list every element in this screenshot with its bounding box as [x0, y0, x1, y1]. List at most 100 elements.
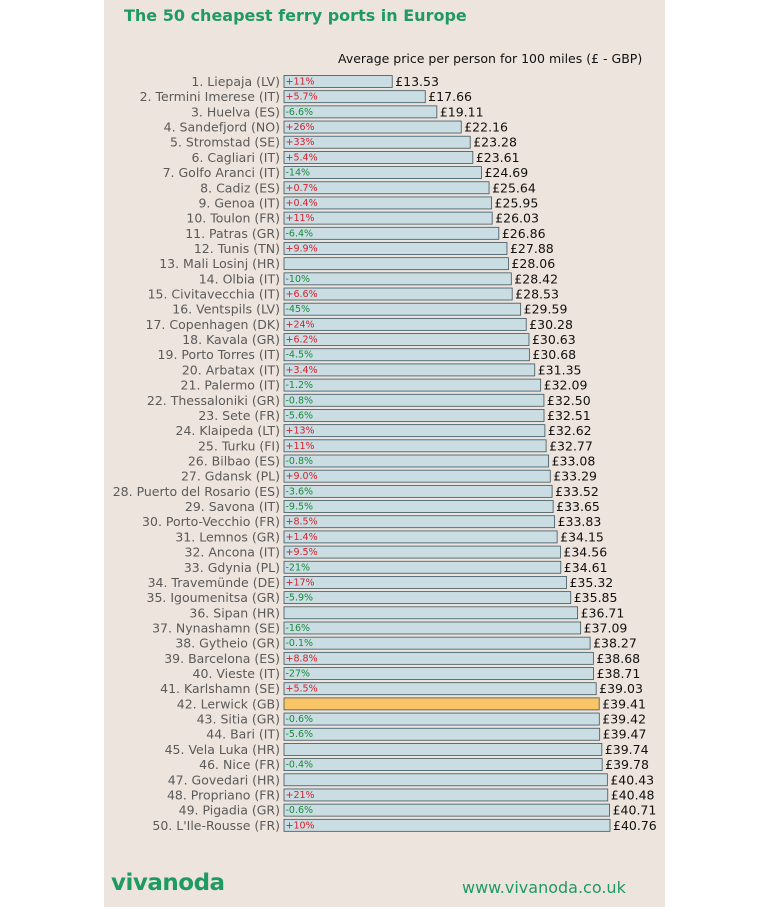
- bar-49: [283, 803, 611, 817]
- value-label-4: £22.16: [464, 120, 508, 135]
- category-label-29: 29. Savona (IT): [185, 499, 280, 514]
- value-label-23: £32.51: [547, 408, 591, 423]
- change-label-12: +9.9%: [286, 243, 318, 254]
- value-label-29: £33.65: [556, 499, 600, 514]
- category-label-43: 43. Sitia (GR): [197, 712, 280, 727]
- category-label-17: 17. Copenhagen (DK): [146, 317, 280, 332]
- change-label-39: +8.8%: [286, 653, 318, 664]
- bar-6: [283, 150, 474, 164]
- category-label-41: 41. Karlshamn (SE): [160, 681, 280, 696]
- bar-5: [283, 135, 471, 149]
- value-label-40: £38.71: [597, 666, 641, 681]
- category-label-37: 37. Nynashamn (SE): [152, 620, 280, 635]
- change-label-27: +9.0%: [286, 471, 318, 482]
- bar-24: [283, 424, 546, 438]
- website-url[interactable]: www.vivanoda.co.uk: [462, 878, 626, 897]
- value-label-11: £26.86: [502, 226, 546, 241]
- category-label-47: 47. Govedari (HR): [168, 772, 280, 787]
- change-label-26: -0.8%: [286, 456, 314, 467]
- value-label-8: £25.64: [492, 180, 536, 195]
- bar-41: [283, 682, 597, 696]
- value-label-18: £30.63: [532, 332, 576, 347]
- value-label-50: £40.76: [613, 818, 657, 833]
- value-label-48: £40.48: [611, 787, 655, 802]
- change-label-11: -6.4%: [286, 228, 314, 239]
- change-label-49: -0.6%: [286, 805, 314, 816]
- bar-21: [283, 378, 542, 392]
- category-label-13: 13. Mali Losinj (HR): [159, 256, 280, 271]
- bar-40: [283, 667, 595, 680]
- value-label-5: £23.28: [473, 135, 517, 150]
- category-label-7: 7. Golfo Aranci (IT): [163, 165, 280, 180]
- value-label-15: £28.53: [515, 287, 559, 302]
- change-label-41: +5.5%: [286, 684, 318, 695]
- category-label-20: 20. Arbatax (IT): [182, 362, 280, 377]
- change-label-48: +21%: [286, 790, 315, 801]
- value-label-19: £30.68: [532, 347, 576, 362]
- bar-29: [283, 500, 554, 513]
- category-label-22: 22. Thessaloniki (GR): [147, 393, 280, 408]
- change-label-34: +17%: [286, 577, 315, 588]
- bar-15: [283, 287, 513, 301]
- bar-31: [283, 530, 558, 544]
- value-label-35: £35.85: [574, 590, 618, 605]
- change-label-33: -21%: [286, 562, 311, 573]
- category-label-50: 50. L'Ile-Rousse (FR): [152, 818, 280, 833]
- bar-33: [283, 560, 562, 574]
- value-label-41: £39.03: [599, 681, 643, 696]
- value-label-2: £17.66: [428, 89, 472, 104]
- value-label-16: £29.59: [524, 302, 568, 317]
- category-label-25: 25. Turku (FI): [198, 438, 280, 453]
- value-label-34: £35.32: [569, 575, 613, 590]
- category-label-32: 32. Ancona (IT): [185, 545, 280, 560]
- value-label-46: £39.78: [605, 757, 649, 772]
- change-label-30: +8.5%: [286, 517, 318, 528]
- change-label-4: +26%: [286, 122, 315, 133]
- category-label-40: 40. Vieste (IT): [193, 666, 280, 681]
- change-label-32: +9.5%: [286, 547, 318, 558]
- value-label-43: £39.42: [602, 712, 646, 727]
- value-label-17: £30.28: [529, 317, 573, 332]
- value-label-25: £32.77: [549, 438, 593, 453]
- category-label-19: 19. Porto Torres (IT): [158, 347, 280, 362]
- change-label-6: +5.4%: [286, 152, 318, 163]
- bar-13: [283, 257, 509, 271]
- bar-22: [283, 393, 545, 407]
- change-label-19: -4.5%: [286, 350, 314, 361]
- value-label-44: £39.47: [603, 727, 647, 742]
- value-label-21: £32.09: [544, 378, 588, 393]
- value-label-12: £27.88: [510, 241, 554, 256]
- change-label-24: +13%: [286, 426, 315, 437]
- category-label-49: 49. Pigadia (GR): [179, 803, 280, 818]
- category-label-31: 31. Lemnos (GR): [175, 529, 280, 544]
- category-label-3: 3. Huelva (ES): [191, 104, 280, 119]
- category-label-23: 23. Sete (FR): [198, 408, 280, 423]
- category-label-18: 18. Kavala (GR): [182, 332, 280, 347]
- change-label-28: -3.6%: [286, 486, 314, 497]
- category-label-28: 28. Puerto del Rosario (ES): [113, 484, 280, 499]
- category-label-9: 9. Genoa (IT): [198, 195, 280, 210]
- category-label-30: 30. Porto-Vecchio (FR): [142, 514, 280, 529]
- bar-12: [283, 242, 508, 255]
- change-label-22: -0.8%: [286, 395, 314, 406]
- change-label-17: +24%: [286, 319, 315, 330]
- bar-48: [283, 788, 609, 802]
- bar-18: [283, 333, 530, 346]
- category-label-35: 35. Igoumenitsa (GR): [147, 590, 280, 605]
- bar-9: [283, 196, 492, 210]
- value-label-22: £32.50: [547, 393, 591, 408]
- bar-46: [283, 758, 603, 771]
- change-label-14: -10%: [286, 274, 311, 285]
- change-label-23: -5.6%: [286, 410, 314, 421]
- bar-20: [283, 363, 536, 377]
- bar-50: [283, 818, 611, 832]
- change-label-7: -14%: [286, 168, 311, 179]
- change-label-15: +6.6%: [286, 289, 318, 300]
- change-label-21: -1.2%: [286, 380, 314, 391]
- category-label-15: 15. Civitavecchia (IT): [148, 287, 280, 302]
- category-label-12: 12. Tunis (TN): [194, 241, 280, 256]
- category-label-33: 33. Gdynia (PL): [184, 560, 280, 575]
- category-label-42: 42. Lerwick (GB): [177, 696, 280, 711]
- change-label-31: +1.4%: [286, 532, 318, 543]
- bar-11: [283, 226, 500, 240]
